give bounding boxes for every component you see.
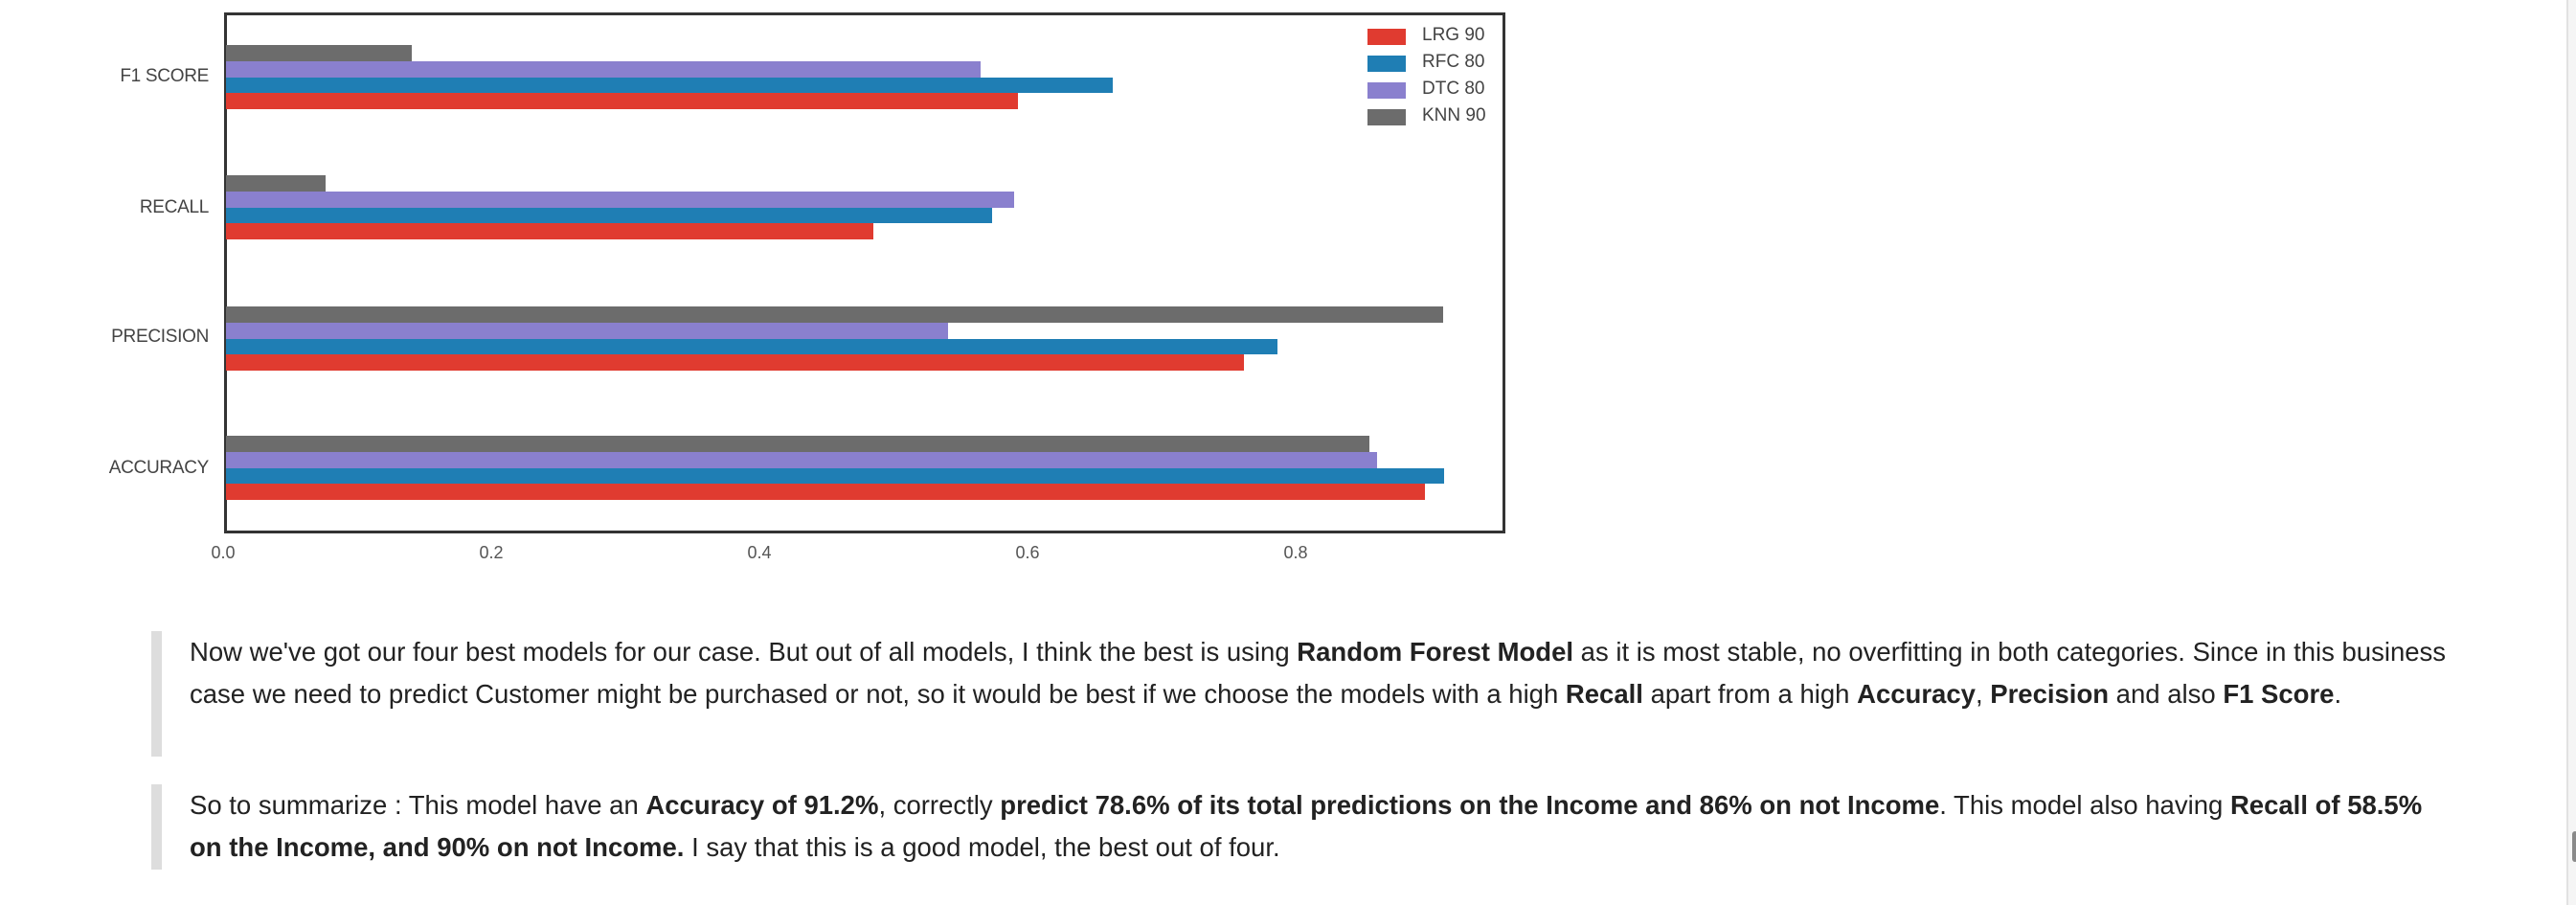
text: Now we've got our four best models for o… xyxy=(190,637,1298,667)
y-label-precision: PRECISION xyxy=(111,327,209,347)
bar-dtc-recall xyxy=(226,191,1014,208)
text: apart from a high xyxy=(1642,678,1858,709)
bar-rfc-precision xyxy=(226,338,1278,355)
x-tick: 0.0 xyxy=(211,543,236,562)
x-tick: 0.8 xyxy=(1283,543,1308,562)
bar-rfc-recall xyxy=(226,207,993,224)
bar-knn-recall xyxy=(226,175,327,192)
bold-text: F1 Score xyxy=(2223,678,2335,709)
bar-dtc-accuracy xyxy=(226,451,1377,468)
y-label-accuracy: ACCURACY xyxy=(108,458,210,478)
bar-knn-accuracy xyxy=(226,436,1369,452)
bold-text: Recall of 58.5% on the Income, and 90% o… xyxy=(190,790,2423,862)
text: , xyxy=(1975,678,1991,709)
bold-text: Recall xyxy=(1565,678,1643,709)
text: , correctly xyxy=(878,790,1001,820)
y-label-recall: RECALL xyxy=(139,197,209,217)
legend-label: RFC 80 xyxy=(1422,52,1485,72)
bar-dtc-f1-score xyxy=(226,60,981,78)
bar-rfc-f1-score xyxy=(226,77,1114,94)
text: So to summarize : This model have an xyxy=(190,790,646,820)
text: I say that this is a good model, the bes… xyxy=(684,831,1280,862)
text: and also xyxy=(2109,678,2224,709)
legend-swatch-icon xyxy=(1367,56,1406,72)
x-tick: 0.6 xyxy=(1015,543,1040,562)
bar-dtc-precision xyxy=(226,322,948,339)
bar-knn-f1-score xyxy=(226,45,412,61)
bold-text: predict 78.6% of its total predictions o… xyxy=(1000,790,1940,820)
summary-paragraph: So to summarize : This model have an Acc… xyxy=(190,784,2450,868)
text: . This model also having xyxy=(1939,790,2230,820)
legend-swatch-icon xyxy=(1367,82,1406,99)
summary-blockquote: So to summarize : This model have an Acc… xyxy=(151,784,2450,870)
bar-lrg-precision xyxy=(226,354,1245,372)
conclusion-paragraph: Now we've got our four best models for o… xyxy=(190,631,2450,714)
legend-label: KNN 90 xyxy=(1422,105,1486,125)
model-comparison-chart: F1 SCORE RECALL PRECISION ACCURACY 0.0 0… xyxy=(0,0,1628,594)
bar-lrg-recall xyxy=(226,223,873,240)
bar-lrg-accuracy xyxy=(226,484,1426,501)
legend-label: LRG 90 xyxy=(1422,25,1485,45)
x-tick: 0.4 xyxy=(747,543,772,562)
conclusion-blockquote: Now we've got our four best models for o… xyxy=(151,631,2450,757)
text: as it is most stable, no overfitting in … xyxy=(190,637,2447,709)
bold-text: Accuracy of 91.2% xyxy=(645,790,879,820)
bold-text: Accuracy xyxy=(1857,678,1976,709)
bold-text: Precision xyxy=(1990,678,2110,709)
bar-rfc-accuracy xyxy=(226,467,1444,485)
text: . xyxy=(2334,678,2342,709)
bar-knn-precision xyxy=(226,306,1443,323)
legend-swatch-icon xyxy=(1367,29,1406,45)
bold-text: Random Forest Model xyxy=(1297,637,1574,667)
vertical-scrollbar[interactable] xyxy=(2566,0,2576,905)
bar-lrg-f1-score xyxy=(226,93,1018,110)
legend-swatch-icon xyxy=(1367,109,1406,125)
x-tick: 0.2 xyxy=(479,543,504,562)
y-label-f1-score: F1 SCORE xyxy=(120,66,209,86)
scrollbar-thumb[interactable] xyxy=(2572,831,2576,862)
legend-label: DTC 80 xyxy=(1422,79,1485,99)
